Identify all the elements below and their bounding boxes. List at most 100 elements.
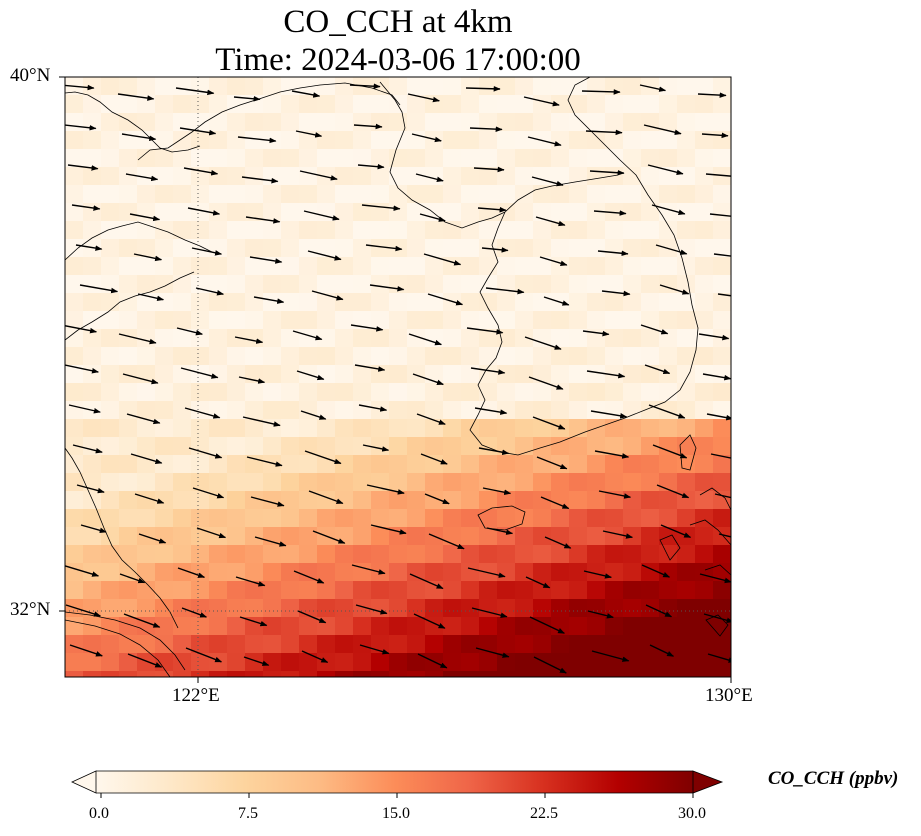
field-cell <box>65 329 84 348</box>
field-cell <box>425 563 444 582</box>
wind-vector <box>470 367 506 375</box>
field-cell <box>299 437 318 456</box>
field-cell <box>623 401 642 420</box>
field-cell <box>335 149 354 168</box>
wind-vector <box>412 373 444 386</box>
field-cell <box>65 221 84 240</box>
field-cell <box>371 221 390 240</box>
field-cell <box>191 653 210 672</box>
field-cell <box>515 257 534 276</box>
wind-vector <box>75 244 103 251</box>
field-cell <box>497 365 516 384</box>
field-cell <box>605 329 624 348</box>
field-cell <box>587 239 606 258</box>
field-cell <box>641 437 660 456</box>
field-cell <box>713 383 731 402</box>
field-cell <box>407 185 426 204</box>
field-cell <box>443 77 462 96</box>
field-cell <box>569 293 588 312</box>
field-cell <box>533 617 552 636</box>
field-cell <box>551 239 570 258</box>
field-cell <box>569 347 588 366</box>
field-cell <box>677 383 696 402</box>
field-cell <box>137 383 156 402</box>
field-cell <box>299 653 318 672</box>
wind-vector <box>358 404 388 412</box>
field-cell <box>317 257 336 276</box>
wind-vector <box>598 490 632 499</box>
field-cell <box>137 545 156 564</box>
wind-vector <box>295 130 323 138</box>
field-cell <box>317 509 336 528</box>
field-cell <box>119 491 138 510</box>
field-cell <box>461 347 480 366</box>
field-cell <box>425 113 444 132</box>
wind-vector <box>532 416 566 430</box>
wind-vector <box>254 536 287 547</box>
field-cell <box>353 653 372 672</box>
field-cell <box>713 347 731 366</box>
wind-vector <box>710 453 731 459</box>
field-cell <box>173 257 192 276</box>
field-cell <box>317 221 336 240</box>
field-cell <box>677 185 696 204</box>
field-cell <box>695 635 714 654</box>
field-cell <box>209 167 228 186</box>
field-cell <box>101 95 120 114</box>
wind-vector <box>293 570 325 584</box>
field-cell <box>461 275 480 294</box>
field-cell <box>623 293 642 312</box>
field-cell <box>353 635 372 654</box>
field-cell <box>371 581 390 600</box>
wind-vector <box>544 536 572 549</box>
field-cell <box>425 383 444 402</box>
field-cell <box>569 329 588 348</box>
field-cell <box>317 581 336 600</box>
field-cell <box>659 563 678 582</box>
field-cell <box>479 473 498 492</box>
field-cell <box>695 167 714 186</box>
field-cell <box>245 491 264 510</box>
field-cell <box>119 149 138 168</box>
wind-vector <box>640 324 669 335</box>
field-cell <box>119 257 138 276</box>
field-cell <box>695 437 714 456</box>
field-cell <box>101 545 120 564</box>
field-cell <box>65 491 84 510</box>
wind-vector <box>427 293 464 306</box>
field-cell <box>587 131 606 150</box>
field-cell <box>371 149 390 168</box>
field-cell <box>407 77 426 96</box>
field-cell <box>65 185 84 204</box>
field-cell <box>191 455 210 474</box>
field-cell <box>83 131 102 150</box>
field-cell <box>65 239 84 258</box>
field-cell <box>155 455 174 474</box>
coastline-japan-tsushima <box>679 434 697 471</box>
field-cell <box>497 293 516 312</box>
field-cell <box>461 437 480 456</box>
field-cell <box>587 95 606 114</box>
field-cell <box>605 437 624 456</box>
field-cell <box>83 311 102 330</box>
field-cell <box>713 635 731 654</box>
field-cell <box>227 113 246 132</box>
field-cell <box>137 419 156 438</box>
wind-vector <box>237 136 277 144</box>
field-cell <box>101 149 120 168</box>
field-cell <box>641 617 660 636</box>
field-cell <box>497 257 516 276</box>
field-cell <box>551 185 570 204</box>
field-cell <box>245 167 264 186</box>
field-cell <box>281 347 300 366</box>
field-cell <box>677 653 696 672</box>
field-cell <box>461 671 480 677</box>
field-cell <box>695 545 714 564</box>
field-cell <box>335 419 354 438</box>
wind-vector <box>233 95 261 102</box>
field-cell <box>641 455 660 474</box>
wind-vector <box>529 616 565 634</box>
field-cell <box>587 365 606 384</box>
field-cell <box>191 527 210 546</box>
wind-vector <box>181 607 208 618</box>
